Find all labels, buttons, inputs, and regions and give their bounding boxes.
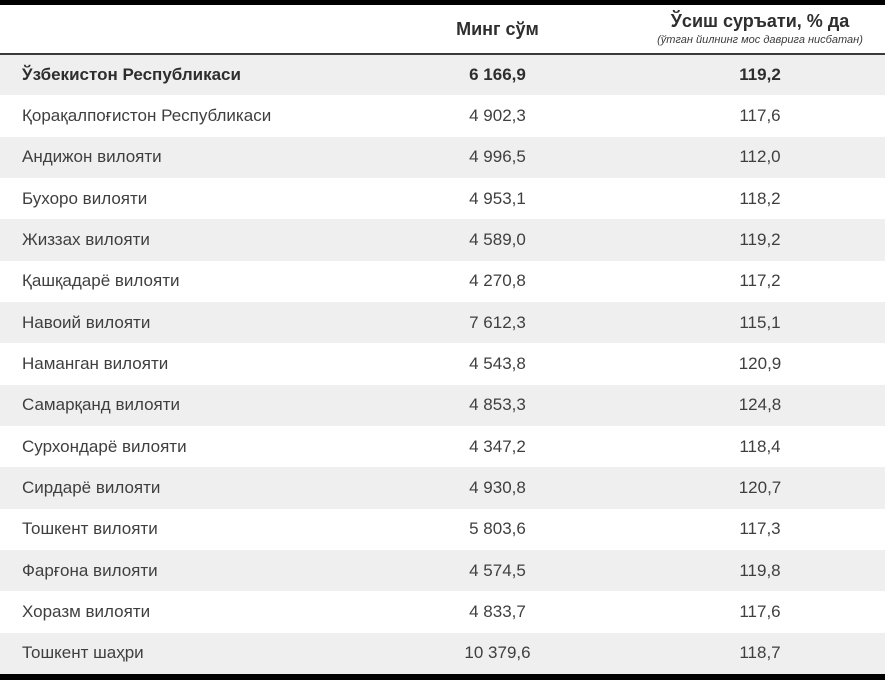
region-name-cell: Навоий вилояти — [0, 301, 360, 344]
region-column-header — [0, 5, 360, 55]
table-body: Ўзбекистон Республикаси 6 166,9 119,2 Қорақ… — [0, 54, 885, 674]
region-name-cell: Хоразм вилояти — [22, 601, 151, 621]
growth-cell: 117,2 — [739, 271, 781, 291]
top-rule — [0, 0, 885, 5]
table-row: Андижон вилояти 4 996,5 112,0 — [0, 136, 885, 178]
growth-cell: 119,2 — [635, 219, 885, 261]
table-row: Ўзбекистон Республикаси 6 166,9 119,2 — [0, 54, 885, 96]
amount-cell: 10 379,6 — [360, 632, 635, 674]
region-name-cell: Андижон вилояти — [0, 136, 360, 178]
header-row: Минг сўм Ўсиш суръати, % да (ўтган йилни… — [0, 5, 885, 55]
region-name-cell: Самарқанд вилояти — [0, 384, 360, 426]
amount-cell: 7 612,3 — [360, 301, 635, 344]
table-row: Хоразм вилояти 4 833,7 117,6 — [0, 591, 885, 632]
growth-cell: 112,0 — [635, 136, 885, 178]
table-row: Жиззах вилояти 4 589,0 119,2 — [0, 219, 885, 261]
bottom-rule — [0, 674, 885, 680]
growth-cell: 124,8 — [635, 384, 885, 426]
growth-column-label: Ўсиш суръати, % да — [670, 11, 850, 32]
growth-cell: 117,6 — [739, 601, 781, 621]
table-row: Фарғона вилояти 4 574,5 119,8 — [0, 549, 885, 592]
region-name-cell: Ўзбекистон Республикаси — [0, 54, 360, 96]
table-row: Наманган вилояти 4 543,8 120,9 — [0, 343, 885, 384]
region-name-cell: Фарғона вилояти — [0, 549, 360, 592]
growth-cell: 117,3 — [739, 519, 781, 539]
growth-cell: 119,8 — [635, 549, 885, 592]
amount-cell: 4 543,8 — [469, 353, 526, 373]
growth-cell: 115,1 — [635, 301, 885, 344]
growth-cell: 117,6 — [739, 105, 781, 125]
region-name-cell: Сурхондарё вилояти — [22, 436, 187, 456]
regions-table: Минг сўм Ўсиш суръати, % да (ўтган йилни… — [0, 5, 885, 674]
growth-cell: 118,4 — [739, 436, 781, 456]
growth-cell: 120,9 — [738, 353, 782, 373]
table-row: Навоий вилояти 7 612,3 115,1 — [0, 301, 885, 344]
table-header: Минг сўм Ўсиш суръати, % да (ўтган йилни… — [0, 5, 885, 55]
region-name-cell: Қорақалпоғистон Республикаси — [22, 105, 272, 125]
growth-column-sublabel: (ўтган йилнинг мос даврига нисбатан) — [657, 33, 863, 46]
amount-cell: 4 270,8 — [469, 271, 526, 291]
amount-cell: 4 853,3 — [360, 384, 635, 426]
amount-cell: 4 996,5 — [360, 136, 635, 178]
amount-column-header: Минг сўм — [360, 5, 635, 55]
region-name-cell: Қашқадарё вилояти — [22, 271, 180, 291]
amount-cell: 4 347,2 — [469, 436, 526, 456]
table-row: Қашқадарё вилояти 4 270,8 117,2 — [0, 261, 885, 302]
region-name-cell: Наманган вилояти — [22, 353, 169, 373]
table-row: Самарқанд вилояти 4 853,3 124,8 — [0, 384, 885, 426]
table-row: Қорақалпоғистон Республикаси 4 902,3 117,6 — [0, 95, 885, 136]
table-row: Бухоро вилояти 4 953,1 118,2 — [0, 178, 885, 219]
growth-cell: 118,2 — [739, 188, 781, 208]
amount-cell: 5 803,6 — [469, 519, 526, 539]
table-row: Сирдарё вилояти 4 930,8 120,7 — [0, 467, 885, 509]
amount-cell: 6 166,9 — [360, 54, 635, 96]
table-row: Тошкент шаҳри 10 379,6 118,7 — [0, 632, 885, 674]
table-row: Сурхондарё вилояти 4 347,2 118,4 — [0, 426, 885, 467]
growth-cell: 118,7 — [635, 632, 885, 674]
amount-cell: 4 574,5 — [360, 549, 635, 592]
amount-cell: 4 930,8 — [360, 467, 635, 509]
amount-column-label: Минг сўм — [456, 18, 539, 39]
region-name-cell: Тошкент вилояти — [22, 519, 158, 539]
region-name-cell: Сирдарё вилояти — [0, 467, 360, 509]
amount-cell: 4 589,0 — [360, 219, 635, 261]
growth-column-header: Ўсиш суръати, % да (ўтган йилнинг мос да… — [635, 5, 885, 55]
growth-cell: 120,7 — [635, 467, 885, 509]
region-name-cell: Бухоро вилояти — [22, 188, 148, 208]
amount-cell: 4 953,1 — [469, 188, 526, 208]
region-name-cell: Жиззах вилояти — [0, 219, 360, 261]
table-row: Тошкент вилояти 5 803,6 117,3 — [0, 509, 885, 550]
region-name-cell: Тошкент шаҳри — [0, 632, 360, 674]
amount-cell: 4 902,3 — [469, 105, 526, 125]
growth-cell: 119,2 — [635, 54, 885, 96]
amount-cell: 4 833,7 — [469, 601, 526, 621]
